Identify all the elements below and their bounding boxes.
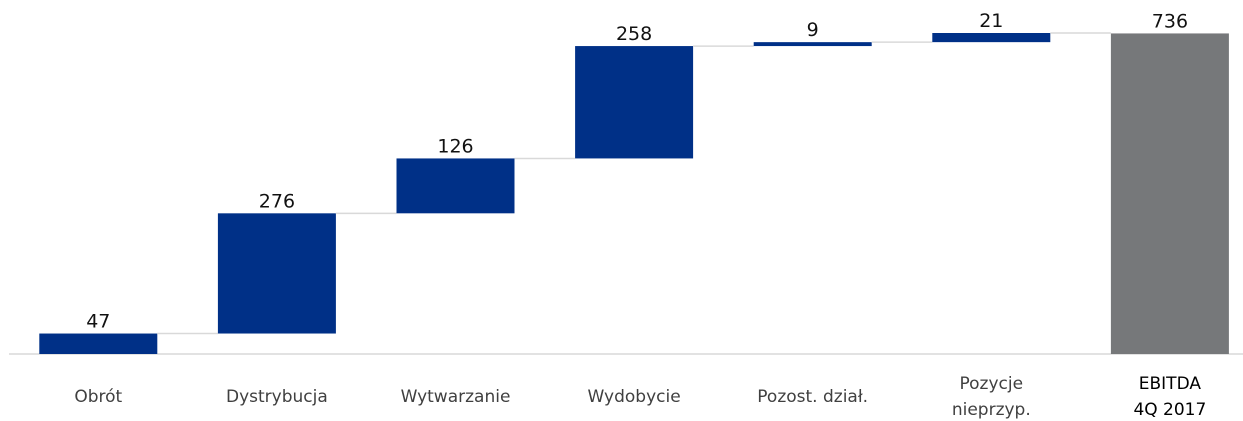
x-tick-label: Wydobycie (587, 387, 681, 407)
x-tick-label: Pozost. dział. (757, 387, 869, 407)
value-label: 276 (259, 190, 295, 212)
x-tick-label: Dystrybucja (226, 387, 328, 407)
bar (753, 42, 872, 47)
value-label: 736 (1152, 10, 1188, 32)
bar (932, 33, 1051, 43)
x-tick-label: EBITDA 4Q 2017 (1133, 374, 1207, 420)
x-tick-label: Obrót (74, 387, 123, 407)
value-label: 126 (437, 135, 473, 157)
value-label: 21 (979, 10, 1003, 32)
bar (217, 213, 336, 334)
value-label: 258 (616, 23, 652, 45)
x-tick-label: Wytwarzanie (400, 387, 511, 407)
bar (396, 158, 515, 214)
bar (1110, 33, 1229, 355)
x-tick-label: Pozycje nieprzyp. (951, 374, 1031, 420)
bar (39, 333, 158, 354)
bar (575, 46, 694, 159)
value-label: 47 (86, 311, 110, 333)
value-label: 9 (807, 19, 819, 41)
